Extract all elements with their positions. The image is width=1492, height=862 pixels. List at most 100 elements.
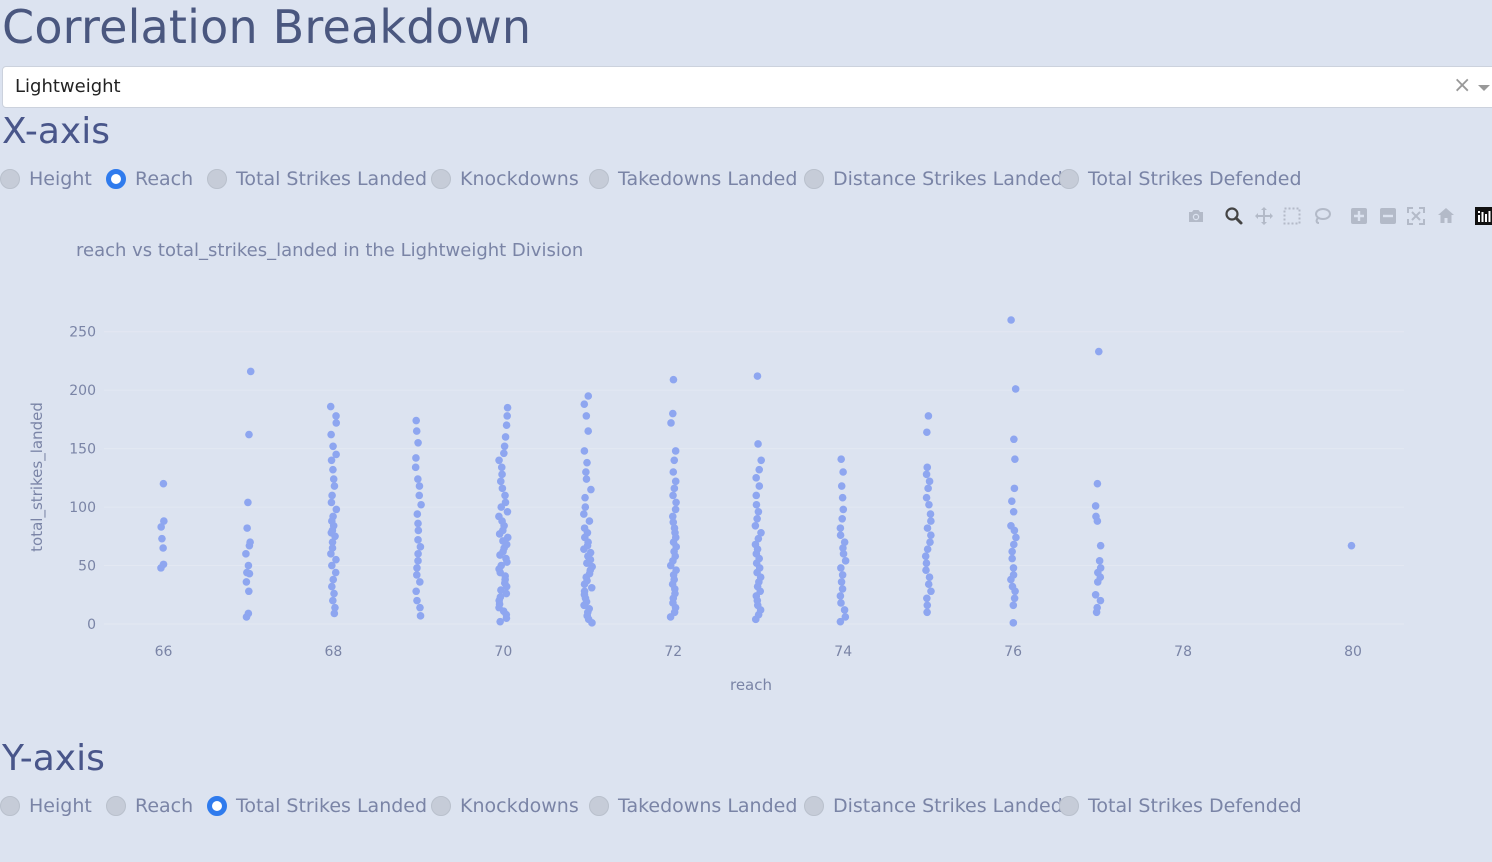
data-point[interactable] <box>838 585 847 593</box>
x_axis-radio-height[interactable]: Height <box>0 165 92 193</box>
data-point[interactable] <box>327 430 335 439</box>
data-point[interactable] <box>416 578 424 586</box>
zoom-icon[interactable] <box>1222 204 1246 228</box>
data-point[interactable] <box>584 427 593 435</box>
data-point[interactable] <box>926 538 934 546</box>
data-point[interactable] <box>581 493 589 502</box>
data-point[interactable] <box>332 412 340 420</box>
data-point[interactable] <box>416 543 425 551</box>
data-point[interactable] <box>332 505 341 514</box>
data-point[interactable] <box>581 503 590 511</box>
data-point[interactable] <box>580 447 589 455</box>
data-point[interactable] <box>415 491 424 500</box>
data-point[interactable] <box>668 512 677 521</box>
data-point[interactable] <box>416 603 424 612</box>
data-point[interactable] <box>158 534 166 543</box>
data-point[interactable] <box>666 561 675 570</box>
radio-circle-icon[interactable] <box>589 796 609 816</box>
data-point[interactable] <box>331 532 339 541</box>
data-point[interactable] <box>413 596 421 605</box>
data-point[interactable] <box>671 447 680 455</box>
data-point[interactable] <box>925 500 933 509</box>
data-point[interactable] <box>840 606 849 614</box>
data-point[interactable] <box>495 456 503 465</box>
data-point[interactable] <box>1008 554 1016 563</box>
data-point[interactable] <box>328 544 337 552</box>
data-point[interactable] <box>503 507 512 516</box>
data-point[interactable] <box>754 507 763 516</box>
data-point[interactable] <box>1095 557 1104 565</box>
radio-circle-icon[interactable] <box>207 796 227 816</box>
radio-circle-icon[interactable] <box>1059 796 1079 816</box>
data-point[interactable] <box>1011 455 1019 463</box>
data-point[interactable] <box>242 578 251 586</box>
data-point[interactable] <box>754 440 762 448</box>
data-point[interactable] <box>924 412 933 420</box>
data-point[interactable] <box>923 608 931 617</box>
radio-circle-icon[interactable] <box>1059 169 1079 189</box>
x_axis-radio-knockdowns[interactable]: Knockdowns <box>431 165 579 193</box>
data-point[interactable] <box>414 519 422 528</box>
data-point[interactable] <box>753 372 762 380</box>
data-point[interactable] <box>328 491 336 500</box>
data-point[interactable] <box>412 571 421 579</box>
data-point[interactable] <box>503 412 511 420</box>
data-point[interactable] <box>245 541 254 550</box>
data-point[interactable] <box>412 587 420 596</box>
data-point[interactable] <box>753 514 761 523</box>
data-point[interactable] <box>923 601 932 610</box>
data-point[interactable] <box>159 544 167 552</box>
data-point[interactable] <box>751 521 760 530</box>
data-point[interactable] <box>838 514 846 523</box>
data-point[interactable] <box>836 524 845 532</box>
radio-circle-icon[interactable] <box>589 169 609 189</box>
data-point[interactable] <box>587 485 595 494</box>
y_axis-radio-distance-strikes-landed[interactable]: Distance Strikes Landed <box>804 792 1063 820</box>
data-point[interactable] <box>1010 540 1018 549</box>
data-point[interactable] <box>923 428 931 437</box>
plotly-logo-icon[interactable] <box>1472 204 1492 228</box>
data-point[interactable] <box>498 484 507 493</box>
lasso-icon[interactable] <box>1310 204 1334 228</box>
data-point[interactable] <box>157 523 165 531</box>
data-point[interactable] <box>244 498 252 507</box>
data-point[interactable] <box>495 530 504 538</box>
data-point[interactable] <box>246 367 255 376</box>
pan-icon[interactable] <box>1252 204 1276 228</box>
data-point[interactable] <box>328 561 336 570</box>
data-point[interactable] <box>757 456 765 465</box>
radio-circle-icon[interactable] <box>431 796 451 816</box>
data-point[interactable] <box>1010 435 1018 444</box>
scatter-chart[interactable]: reach vs total_strikes_landed in the Lig… <box>0 230 1492 710</box>
data-point[interactable] <box>837 599 845 607</box>
data-point[interactable] <box>838 493 847 502</box>
data-point[interactable] <box>329 596 337 605</box>
data-point[interactable] <box>1011 587 1019 596</box>
data-point[interactable] <box>837 578 846 586</box>
data-point[interactable] <box>245 587 253 596</box>
x_axis-radio-total-strikes-defended[interactable]: Total Strikes Defended <box>1059 165 1302 193</box>
data-point[interactable] <box>671 505 680 514</box>
data-point[interactable] <box>755 465 764 474</box>
division-dropdown[interactable]: Lightweight × <box>2 66 1492 108</box>
data-point[interactable] <box>922 470 931 479</box>
data-point[interactable] <box>416 612 425 620</box>
data-point[interactable] <box>1094 347 1103 356</box>
data-point[interactable] <box>838 571 847 579</box>
y_axis-radio-takedowns-landed[interactable]: Takedowns Landed <box>589 792 797 820</box>
data-point[interactable] <box>412 427 421 435</box>
data-point[interactable] <box>327 498 336 507</box>
data-point[interactable] <box>157 564 165 572</box>
data-point[interactable] <box>666 613 675 621</box>
data-point[interactable] <box>329 475 338 483</box>
data-point[interactable] <box>1009 619 1018 627</box>
data-point[interactable] <box>496 477 505 486</box>
data-point[interactable] <box>1007 316 1015 324</box>
data-point[interactable] <box>923 594 931 603</box>
data-point[interactable] <box>326 402 335 411</box>
data-point[interactable] <box>582 468 590 476</box>
y_axis-radio-total-strikes-defended[interactable]: Total Strikes Defended <box>1059 792 1302 820</box>
data-point[interactable] <box>327 456 336 465</box>
data-point[interactable] <box>415 482 424 490</box>
data-point[interactable] <box>1012 533 1020 542</box>
